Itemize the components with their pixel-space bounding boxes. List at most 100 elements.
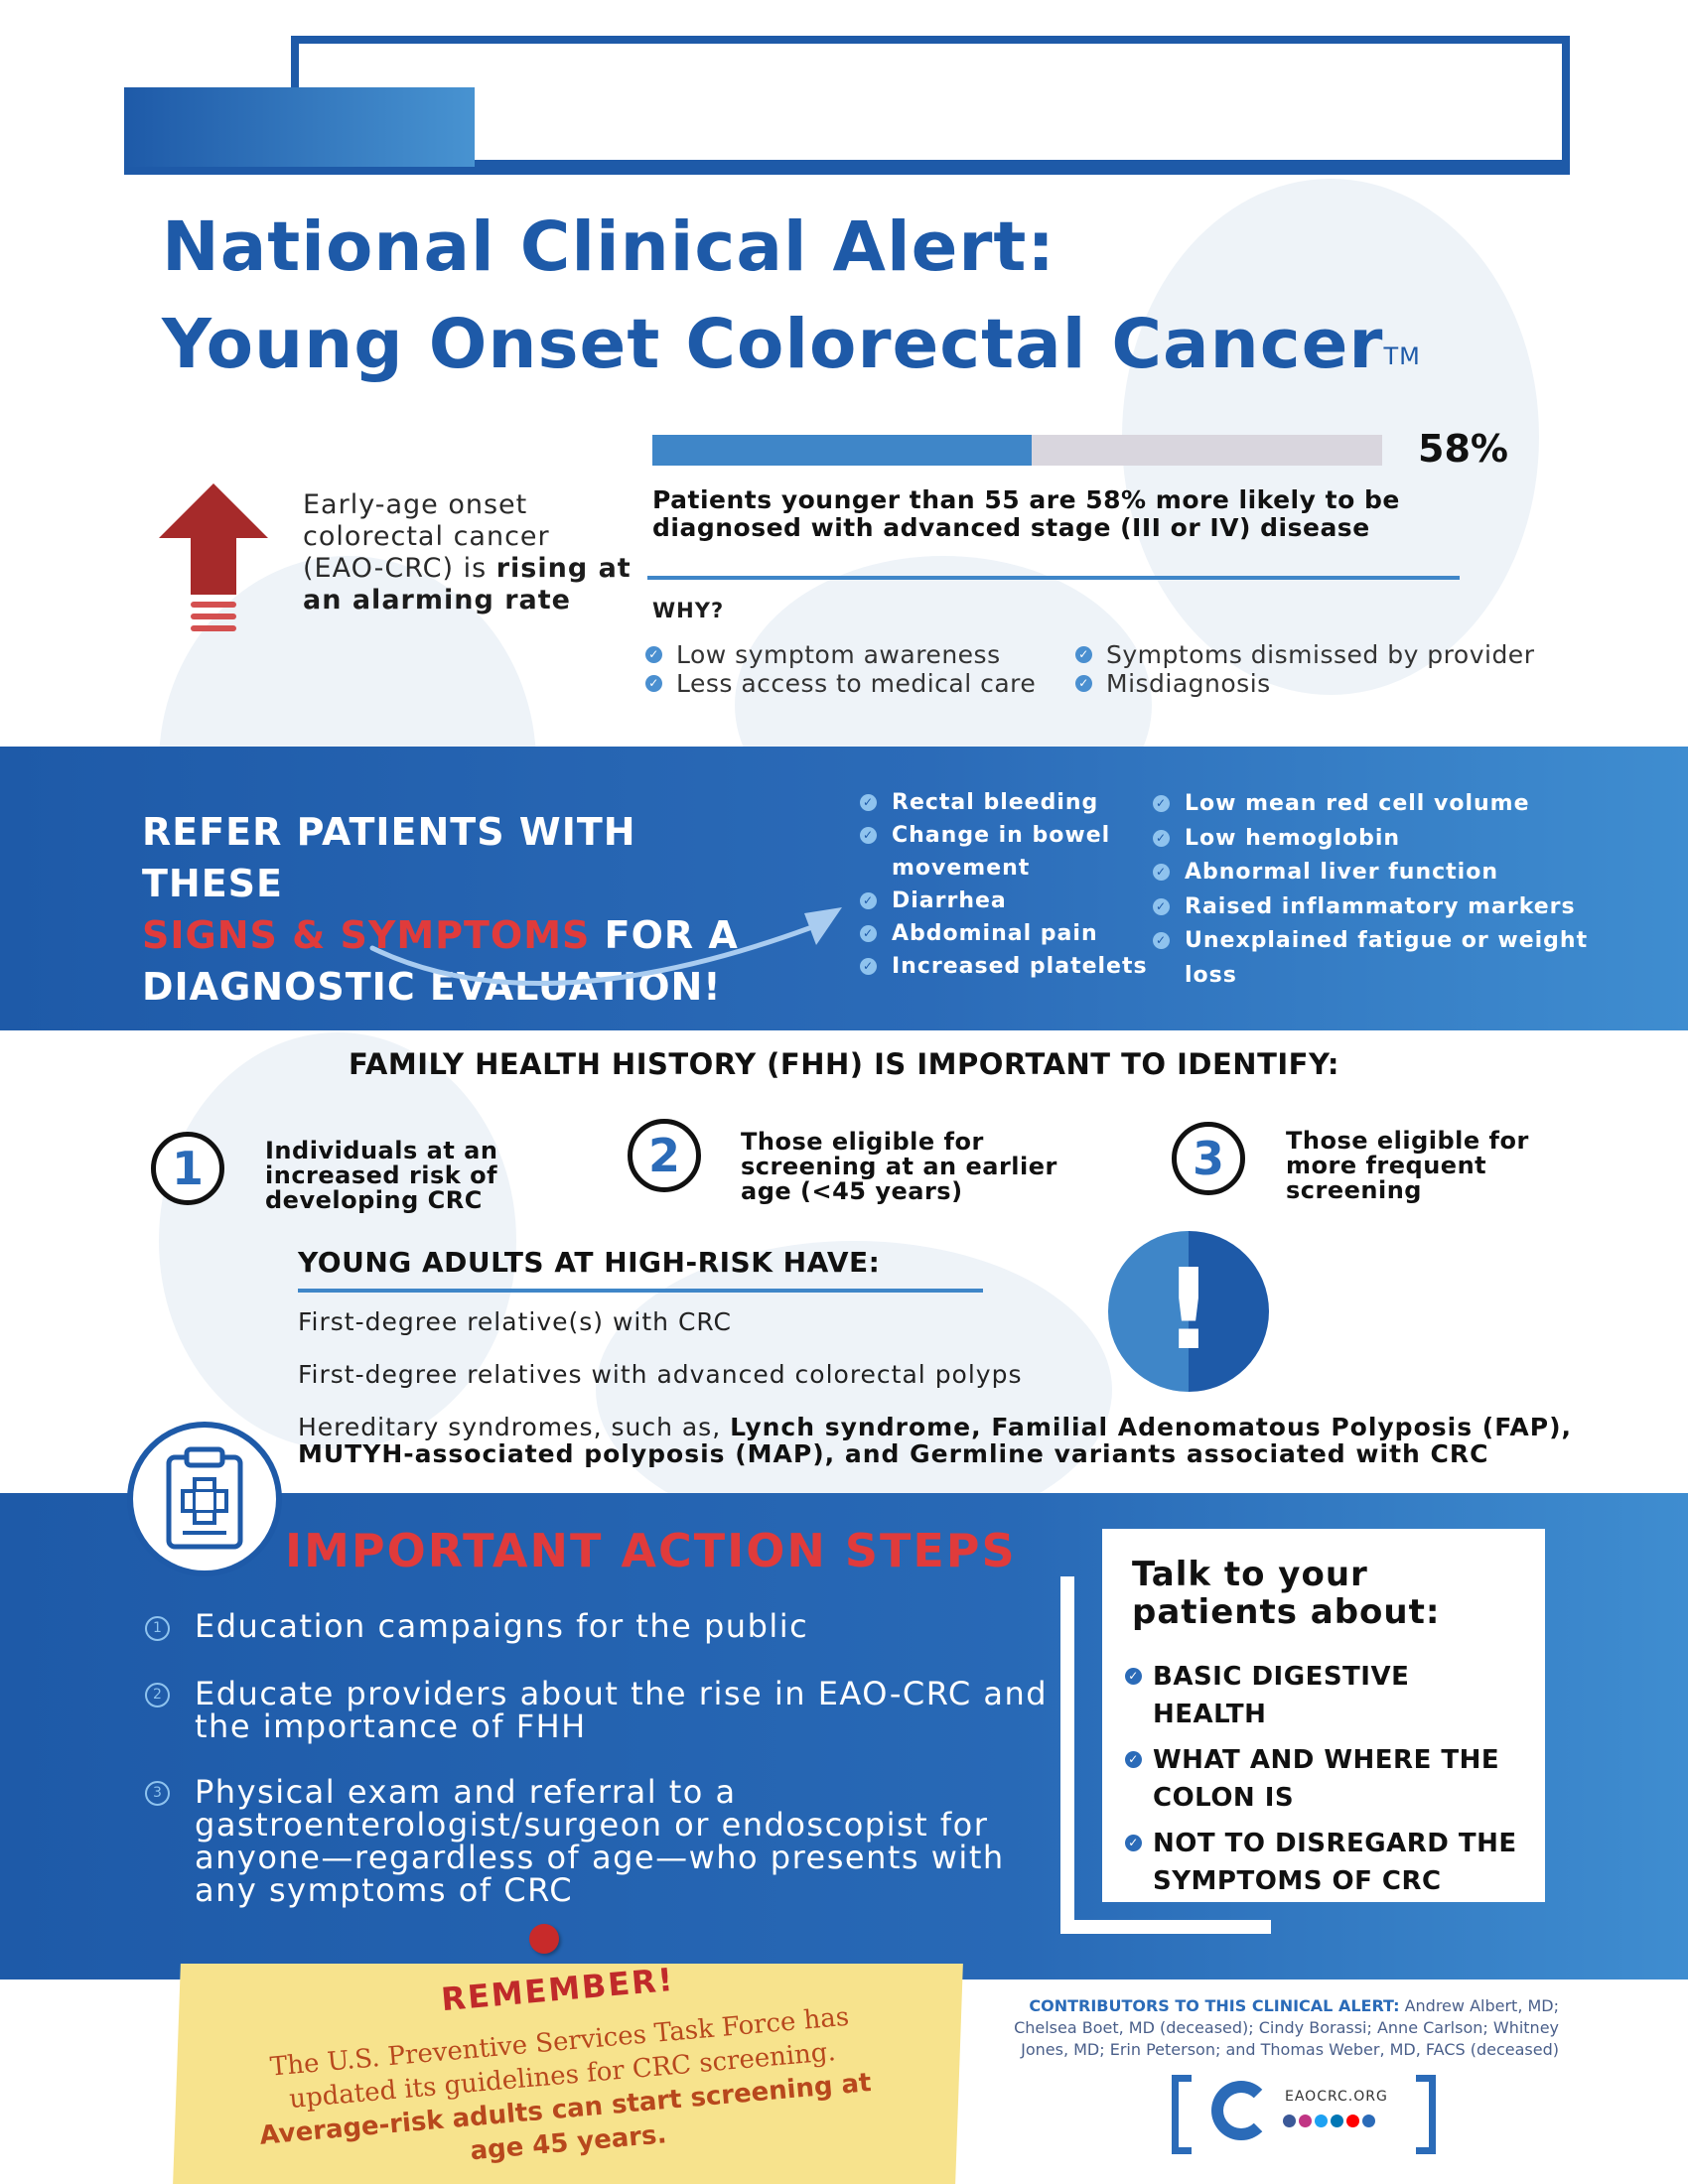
stat-percent: 58% <box>1418 427 1508 471</box>
stat-description: Patients younger than 55 are 58% more li… <box>652 485 1400 542</box>
symptom-text: Abdominal pain <box>892 921 1098 946</box>
check-icon: ✓ <box>1153 932 1170 949</box>
eaocrc-logo[interactable]: EAOCRC.ORG <box>1172 2075 1436 2154</box>
fhh-item: Individuals at an increased risk of deve… <box>265 1137 498 1214</box>
high-risk-title: YOUNG ADULTS AT HIGH-RISK HAVE: <box>298 1246 881 1279</box>
action-step: Educate providers about the rise in EAO-… <box>195 1675 1049 1745</box>
exclamation-icon: ! <box>1163 1246 1214 1375</box>
action-step: Physical exam and referral to a gastroen… <box>195 1773 1005 1909</box>
symptom-text: Increased platelets <box>892 954 1148 979</box>
list-item: ✓ BASIC DIGESTIVE HEALTH <box>1125 1658 1532 1733</box>
high-risk-item: First-degree relatives with advanced col… <box>298 1360 1023 1389</box>
c-logo-icon <box>1211 2081 1271 2140</box>
refer-section <box>0 747 1688 1030</box>
check-icon: ✓ <box>645 646 662 663</box>
talk-item-text: BASIC DIGESTIVE HEALTH <box>1153 1662 1410 1729</box>
check-icon: ✓ <box>860 892 877 909</box>
symptoms-list-right: ✓ Low mean red cell volume ✓ Low hemoglobi… <box>1153 787 1590 993</box>
trademark: TM <box>1383 342 1421 370</box>
list-item: ✓ Symptoms dismissed by provider <box>1075 640 1534 669</box>
list-item: ✓ Low mean red cell volume <box>1153 787 1590 822</box>
list-item: ✓ Less access to medical care <box>645 669 1036 698</box>
stat-progress-bar <box>652 435 1382 466</box>
list-item: ✓ Abdominal pain <box>860 917 1148 950</box>
symptom-text: Low hemoglobin <box>1185 825 1401 851</box>
curved-arrow-icon <box>369 907 842 987</box>
refer-line-2: SIGNS & SYMPTOMS FOR A <box>142 909 777 961</box>
symptoms-list-left: ✓ Rectal bleeding ✓ Change in bowel moveme… <box>860 786 1148 983</box>
alert-icon-right <box>1189 1231 1269 1392</box>
refer-line-1: REFER PATIENTS WITH THESE <box>142 810 636 905</box>
number-badge: 2 <box>628 1119 701 1192</box>
check-icon: ✓ <box>1125 1751 1142 1768</box>
clipboard-badge <box>127 1422 282 1576</box>
talk-item-text: NOT TO DISREGARD THE SYMPTOMS OF CRC <box>1153 1829 1517 1896</box>
check-icon: ✓ <box>1153 795 1170 812</box>
fhh-item: Those eligible for screening at an earli… <box>741 1128 1057 1205</box>
list-item: ✓ Low symptom awareness <box>645 640 1036 669</box>
check-icon: ✓ <box>860 925 877 942</box>
alert-icon: ! <box>1108 1231 1269 1392</box>
check-icon: ✓ <box>860 958 877 975</box>
social-icons <box>1283 2115 1375 2127</box>
list-item: ✓ Raised inflammatory markers <box>1153 890 1590 925</box>
check-icon: ✓ <box>1153 897 1170 915</box>
number-badge: 3 <box>1172 1122 1245 1195</box>
check-icon: ✓ <box>645 675 662 692</box>
contributors-names: Andrew Albert, MD; Chelsea Boet, MD (dec… <box>1014 1996 1559 2059</box>
title-line-2: Young Onset Colorectal CancerTM <box>162 296 1421 393</box>
check-icon: ✓ <box>860 794 877 811</box>
pin-icon <box>529 1924 559 1954</box>
action-steps-title: IMPORTANT ACTION STEPS <box>285 1524 1017 1577</box>
contributors: CONTRIBUTORS TO THIS CLINICAL ALERT: And… <box>1003 1995 1559 2061</box>
header-frame <box>291 36 1570 168</box>
list-item: ✓ Diarrhea <box>860 885 1148 917</box>
instagram-icon[interactable] <box>1299 2115 1312 2127</box>
alert-icon-left <box>1108 1231 1189 1392</box>
stat-progress-fill <box>652 435 1033 466</box>
high-risk-item: First-degree relative(s) with CRC <box>298 1307 732 1336</box>
title-line-1: National Clinical Alert: <box>162 207 1056 287</box>
number-badge: 1 <box>151 1132 224 1205</box>
reasons-list-right: ✓ Symptoms dismissed by provider ✓ Misdiag… <box>1075 640 1534 698</box>
list-item: ✓ Change in bowel movement <box>860 819 1148 885</box>
list-item: ✓ Misdiagnosis <box>1075 669 1534 698</box>
refer-line-2-rest: FOR A <box>590 913 739 957</box>
header-rule <box>124 167 1570 175</box>
step-number: 1 <box>145 1616 170 1641</box>
logo-url[interactable]: EAOCRC.ORG <box>1285 2089 1388 2105</box>
talk-title: Talk to your patients about: <box>1132 1555 1441 1632</box>
check-icon: ✓ <box>1153 829 1170 847</box>
facebook-icon[interactable] <box>1283 2115 1296 2127</box>
symptom-text: Change in bowel movement <box>892 823 1111 881</box>
page-title: National Clinical Alert: Young Onset Col… <box>162 199 1421 393</box>
stat-divider <box>647 576 1460 580</box>
email-icon[interactable] <box>1362 2115 1375 2127</box>
clipboard-icon <box>166 1446 243 1550</box>
list-item: ✓ WHAT AND WHERE THE COLON IS <box>1125 1741 1532 1817</box>
list-item: ✓ Abnormal liver function <box>1153 856 1590 890</box>
high-risk-item-prefix: Hereditary syndromes, such as, <box>298 1413 731 1441</box>
youtube-icon[interactable] <box>1346 2115 1359 2127</box>
twitter-icon[interactable] <box>1315 2115 1328 2127</box>
talk-box <box>1102 1529 1545 1902</box>
eao-crc-statement: Early-age onset colorectal cancer (EAO-C… <box>303 489 640 616</box>
step-number: 3 <box>145 1781 170 1806</box>
symptom-text: Low mean red cell volume <box>1185 791 1530 816</box>
check-icon: ✓ <box>1125 1835 1142 1851</box>
fhh-title: FAMILY HEALTH HISTORY (FHH) IS IMPORTANT… <box>348 1047 1340 1081</box>
why-label: WHY? <box>652 599 725 622</box>
symptom-text: Unexplained fatigue or weight loss <box>1185 928 1589 988</box>
check-icon: ✓ <box>860 827 877 844</box>
linkedin-icon[interactable] <box>1331 2115 1343 2127</box>
up-arrow-icon <box>159 483 268 631</box>
bracket-left-icon <box>1172 2075 1192 2154</box>
list-item: ✓ Unexplained fatigue or weight loss <box>1153 924 1590 993</box>
high-risk-item-bold: Lynch syndrome, Familial Adenomatous Pol… <box>298 1413 1573 1468</box>
reason-text: Misdiagnosis <box>1106 669 1271 698</box>
title-line-2-text: Young Onset Colorectal Cancer <box>162 305 1384 384</box>
talk-box-frame <box>1060 1576 1271 1934</box>
check-icon: ✓ <box>1075 646 1092 663</box>
list-item: ✓ NOT TO DISREGARD THE SYMPTOMS OF CRC <box>1125 1825 1532 1900</box>
symptom-text: Rectal bleeding <box>892 790 1099 815</box>
